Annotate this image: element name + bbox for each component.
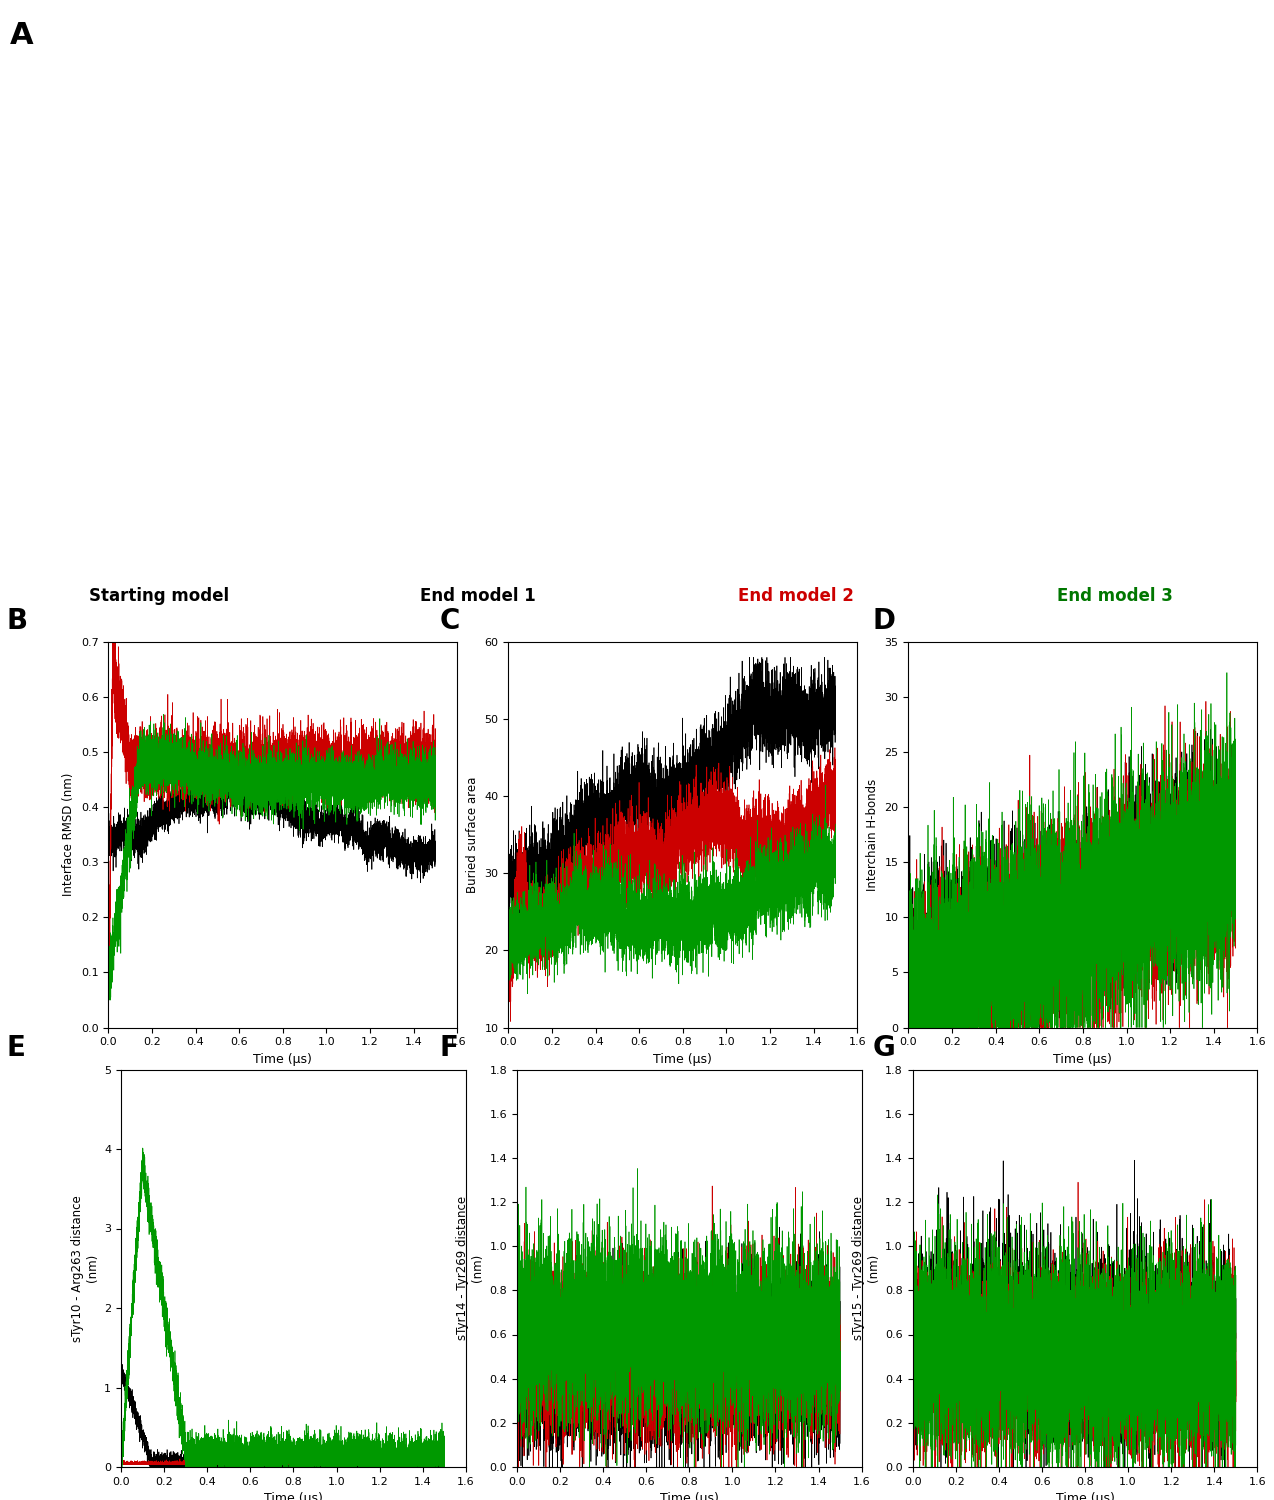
X-axis label: Time (μs): Time (μs): [660, 1492, 719, 1500]
Y-axis label: sTyr10 - Arg263 distance
(nm): sTyr10 - Arg263 distance (nm): [70, 1196, 98, 1341]
Text: C: C: [440, 606, 460, 634]
X-axis label: Time (μs): Time (μs): [1054, 1053, 1112, 1066]
Text: End model 2: End model 2: [739, 588, 854, 606]
Y-axis label: sTyr14 - Tyr269 distance
(nm): sTyr14 - Tyr269 distance (nm): [456, 1196, 484, 1341]
Text: A: A: [10, 21, 34, 50]
Text: E: E: [6, 1034, 25, 1062]
Y-axis label: Interchain H-bonds: Interchain H-bonds: [866, 778, 879, 891]
X-axis label: Time (μs): Time (μs): [264, 1492, 322, 1500]
X-axis label: Time (μs): Time (μs): [254, 1053, 312, 1066]
Text: F: F: [440, 1034, 459, 1062]
Y-axis label: sTyr15 - Tyr269 distance
(nm): sTyr15 - Tyr269 distance (nm): [851, 1197, 879, 1341]
Text: G: G: [873, 1034, 896, 1062]
X-axis label: Time (μs): Time (μs): [654, 1053, 712, 1066]
Text: Starting model: Starting model: [89, 588, 229, 606]
Text: B: B: [6, 606, 28, 634]
Text: D: D: [873, 606, 896, 634]
X-axis label: Time (μs): Time (μs): [1056, 1492, 1115, 1500]
Y-axis label: Buried surface area: Buried surface area: [466, 777, 479, 892]
Text: End model 3: End model 3: [1057, 588, 1172, 606]
Y-axis label: Interface RMSD (nm): Interface RMSD (nm): [62, 772, 75, 897]
Text: End model 1: End model 1: [420, 588, 535, 606]
